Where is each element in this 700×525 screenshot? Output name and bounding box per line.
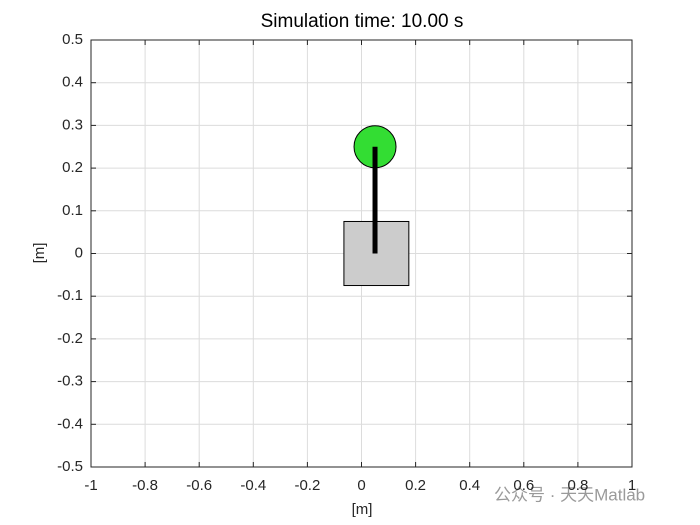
x-tick-label: -0.4 [240, 477, 266, 494]
x-tick-label: 0.2 [405, 477, 426, 494]
y-tick-label: 0.2 [62, 159, 83, 176]
x-tick-label: 0.8 [567, 477, 588, 494]
y-tick-label: 0.3 [62, 116, 83, 133]
y-axis-label: [m] [31, 243, 48, 264]
y-tick-label: 0.5 [62, 31, 83, 48]
axes-box [90, 39, 633, 468]
x-tick-label: -1 [84, 477, 97, 494]
y-tick-label: 0.1 [62, 202, 83, 219]
y-tick-label: -0.2 [57, 330, 83, 347]
y-tick-label: 0 [75, 244, 83, 261]
x-axis-label: [m] [352, 501, 373, 518]
chart-title: Simulation time: 10.00 s [261, 11, 464, 32]
x-tick-label: 0.6 [513, 477, 534, 494]
x-tick-label: -0.6 [186, 477, 212, 494]
x-tick-label: -0.8 [132, 477, 158, 494]
y-tick-label: -0.5 [57, 458, 83, 475]
x-tick-label: 0 [357, 477, 365, 494]
y-tick-label: -0.3 [57, 373, 83, 390]
x-tick-label: -0.2 [294, 477, 320, 494]
watermark: 公众号 · 天天Matlab [494, 485, 645, 504]
y-tick-label: 0.4 [62, 74, 83, 91]
x-tick-label: 0.4 [459, 477, 480, 494]
y-tick-label: -0.4 [57, 415, 83, 432]
y-tick-label: -0.1 [57, 287, 83, 304]
x-tick-label: 1 [628, 477, 636, 494]
